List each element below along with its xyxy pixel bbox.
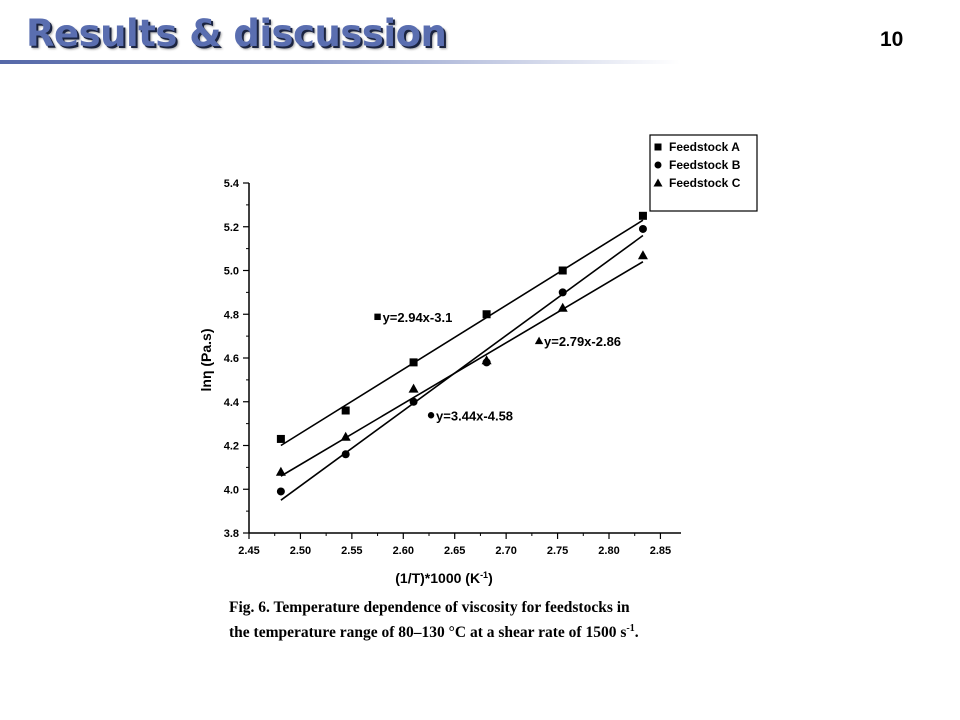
legend-marker-triangle: [653, 178, 663, 187]
x-tick-label: 2.80: [598, 545, 619, 557]
y-tick-label: 5.4: [224, 178, 240, 190]
x-tick-label: 2.85: [650, 545, 671, 557]
legend-marker-square: [654, 143, 662, 151]
data-point-circle: [341, 450, 350, 459]
data-point-circle: [409, 397, 418, 406]
legend-label: Feedstock A: [669, 140, 740, 154]
annotation-marker-triangle: [534, 336, 544, 345]
y-tick-label: 4.4: [224, 397, 240, 409]
equation-label: y=2.94x-3.1: [383, 310, 453, 325]
y-tick-label: 5.0: [224, 266, 239, 278]
x-tick-label: 2.70: [495, 545, 516, 557]
figure-caption: Fig. 6. Temperature dependence of viscos…: [229, 597, 731, 643]
x-axis-label-main: (1/T)*1000 (K: [395, 570, 480, 586]
data-point-square: [276, 434, 285, 443]
data-point-triangle: [340, 431, 351, 441]
data-point-square: [638, 211, 647, 220]
fit-line-circle: [280, 234, 644, 501]
legend-marker-circle: [654, 161, 662, 169]
data-point-square: [558, 266, 567, 275]
x-tick-label: 2.75: [547, 545, 568, 557]
data-point-triangle: [637, 250, 648, 260]
caption-superscript: -1: [626, 623, 635, 634]
fit-line-square: [280, 219, 644, 447]
page-number: 10: [880, 28, 904, 51]
data-point-triangle: [481, 355, 492, 365]
fit-lines: [280, 219, 644, 501]
x-tick-label: 2.65: [444, 545, 465, 557]
legend-label: Feedstock C: [669, 176, 741, 190]
chart-axes: 3.8 4.0 4.2 4.4 4.6 4.8 5.0 5.2 5.4 2.45 2.50 2.55 2…: [224, 178, 681, 557]
data-point-circle: [638, 224, 647, 233]
y-tick-label: 4.0: [224, 484, 239, 496]
annotation-marker-circle: [427, 412, 435, 419]
data-point-triangle: [408, 383, 419, 393]
data-point-circle: [276, 487, 285, 496]
x-tick-label: 2.60: [393, 545, 414, 557]
annotation-marker-square: [374, 313, 381, 321]
equation-label: y=2.79x-2.86: [544, 334, 621, 349]
caption-line-2: the temperature range of 80–130 °C at a …: [229, 624, 627, 642]
x-tick-label: 2.55: [341, 545, 362, 557]
x-tick-label: 2.45: [238, 545, 259, 557]
equation-annotations: y=2.94x-3.1 y=3.44x-4.58 y=2.79x-2.86: [374, 310, 621, 423]
data-point-circle: [558, 288, 567, 297]
fit-line-triangle: [280, 261, 644, 477]
equation-label: y=3.44x-4.58: [436, 408, 513, 423]
data-point-triangle: [557, 302, 568, 312]
data-point-square: [409, 358, 418, 367]
data-point-square: [341, 406, 350, 415]
slide-title: Results & discussion: [26, 12, 447, 55]
data-points: [275, 211, 648, 496]
x-tick-label: 2.50: [290, 545, 311, 557]
y-tick-label: 5.2: [224, 222, 239, 234]
x-axis-label: (1/T)*1000 (K-1): [395, 570, 493, 586]
legend: Feedstock A Feedstock B Feedstock C: [649, 134, 758, 212]
y-tick-label: 4.8: [224, 309, 239, 321]
x-axis-label-post: ): [488, 570, 493, 586]
data-point-triangle: [275, 466, 286, 476]
legend-label: Feedstock B: [669, 158, 741, 172]
y-tick-label: 4.6: [224, 353, 239, 365]
legend-box: [649, 134, 758, 212]
x-axis-label-sup: -1: [480, 570, 488, 580]
data-point-square: [482, 310, 491, 319]
y-tick-label: 3.8: [224, 528, 239, 540]
caption-line-2-end: .: [634, 624, 639, 642]
title-underline: [0, 60, 680, 64]
y-axis-label: lnη (Pa.s): [198, 328, 214, 391]
y-tick-label: 4.2: [224, 441, 239, 453]
caption-line-1: Fig. 6. Temperature dependence of viscos…: [229, 599, 630, 616]
